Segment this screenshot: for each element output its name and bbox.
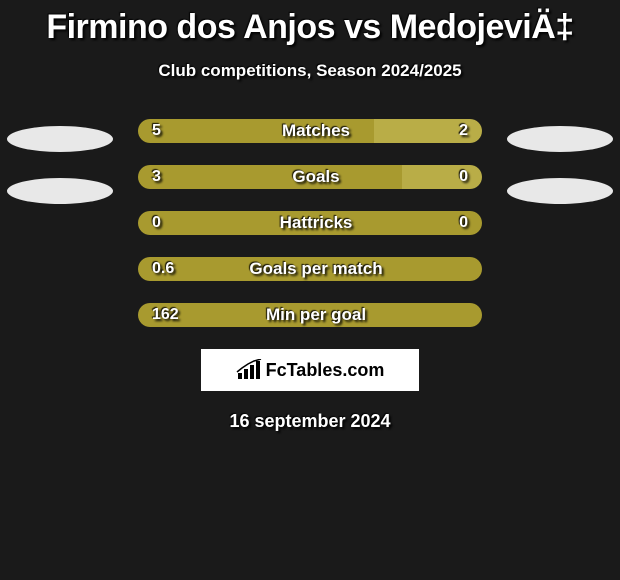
brand-text: FcTables.com — [266, 360, 385, 381]
bar-label: Min per goal — [144, 305, 488, 325]
infographic-container: Firmino dos Anjos vs MedojeviÄ‡ Club com… — [0, 0, 620, 580]
team-oval-left — [7, 126, 113, 152]
bar-group: Goals30 — [138, 165, 482, 189]
stat-row: Hattricks00 — [0, 211, 620, 235]
page-title: Firmino dos Anjos vs MedojeviÄ‡ — [0, 0, 620, 47]
bar-group: Matches52 — [138, 119, 482, 143]
team-oval-left — [7, 178, 113, 204]
bar-group: Min per goal162 — [138, 303, 482, 327]
stat-row: Goals per match0.6 — [0, 257, 620, 281]
subtitle: Club competitions, Season 2024/2025 — [0, 61, 620, 81]
bar-label: Hattricks — [144, 213, 488, 233]
bar-label: Goals — [144, 167, 488, 187]
bar-label: Goals per match — [144, 259, 488, 279]
brand-box[interactable]: FcTables.com — [201, 349, 419, 391]
bar-label: Matches — [144, 121, 488, 141]
bar-group: Goals per match0.6 — [138, 257, 482, 281]
team-oval-right — [507, 178, 613, 204]
bar-group: Hattricks00 — [138, 211, 482, 235]
stat-row: Min per goal162 — [0, 303, 620, 327]
brand-inner: FcTables.com — [236, 359, 385, 381]
team-oval-right — [507, 126, 613, 152]
chart-icon — [236, 359, 262, 381]
date-line: 16 september 2024 — [0, 411, 620, 432]
stats-area: Matches52 Goals30 Hattricks00 Goals per mat… — [0, 119, 620, 327]
